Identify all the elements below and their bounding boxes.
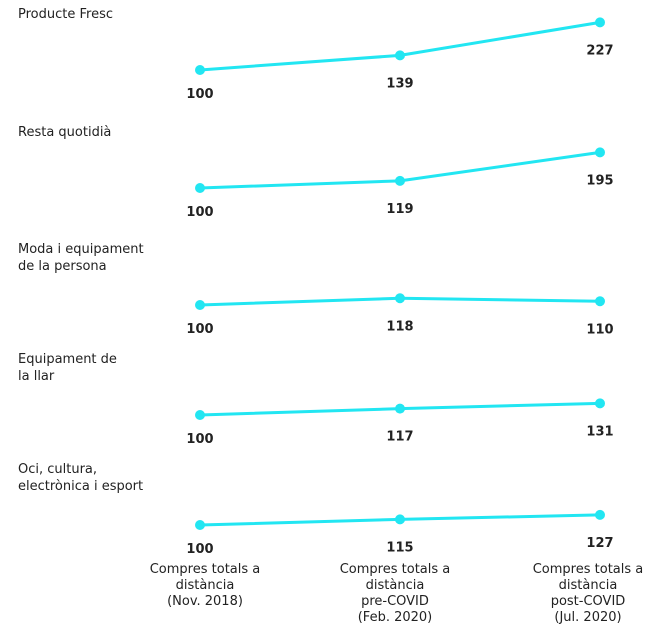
series-line-segment — [398, 513, 602, 521]
series-label: Oci, cultura, — [18, 462, 97, 477]
series-panel: Resta quotidià 100 119 195 — [18, 125, 614, 220]
series-line-segment — [198, 407, 402, 417]
series-panel: Moda i equipament de la persona 100 118 110 — [18, 242, 614, 337]
data-point — [595, 398, 605, 409]
series-label: Equipament de — [18, 352, 117, 367]
data-point — [195, 300, 205, 310]
data-point — [195, 520, 205, 530]
series-line-segment — [198, 179, 402, 190]
series-line-segment — [398, 401, 602, 411]
series-line-segment — [198, 53, 402, 72]
data-label: 100 — [186, 542, 213, 557]
data-point — [595, 147, 605, 158]
data-label: 227 — [586, 43, 613, 58]
data-point — [595, 17, 605, 28]
category-label: distància — [559, 578, 618, 593]
data-label: 139 — [386, 76, 413, 91]
data-point — [395, 293, 405, 304]
series-line-segment — [198, 517, 402, 527]
data-label: 131 — [586, 424, 613, 439]
category-label: pre-COVID — [361, 594, 429, 609]
series-label: Producte Fresc — [18, 7, 113, 22]
data-label: 127 — [586, 536, 613, 551]
series-label: la llar — [18, 369, 55, 384]
series-panel: Equipament de la llar 100 117 131 — [18, 352, 614, 447]
category-label: post-COVID — [551, 594, 626, 609]
category-label: (Nov. 2018) — [167, 594, 243, 609]
data-label: 100 — [186, 432, 213, 447]
data-label: 100 — [186, 322, 213, 337]
category-label: Compres totals a — [150, 562, 261, 577]
data-point — [595, 296, 605, 307]
category-label: (Jul. 2020) — [554, 610, 621, 625]
data-label: 100 — [186, 205, 213, 220]
data-point — [395, 514, 405, 525]
series-label: de la persona — [18, 259, 107, 274]
data-label: 100 — [186, 87, 213, 102]
series-line-segment — [398, 296, 602, 303]
data-point — [395, 175, 405, 186]
category-label: (Feb. 2020) — [358, 610, 433, 625]
data-label: 115 — [386, 540, 413, 555]
data-label: 118 — [386, 319, 413, 334]
data-label: 119 — [386, 202, 413, 217]
data-point — [195, 65, 205, 75]
data-point — [195, 410, 205, 420]
data-point — [395, 403, 405, 414]
data-label: 110 — [586, 322, 613, 337]
series-panel: Producte Fresc 100 139 227 — [18, 7, 614, 102]
data-point — [195, 183, 205, 193]
series-label: Moda i equipament — [18, 242, 144, 257]
series-line-segment — [398, 20, 602, 57]
category-label: Compres totals a — [533, 562, 644, 577]
series-line-segment — [398, 150, 602, 183]
data-label: 117 — [386, 430, 413, 445]
data-point — [395, 50, 405, 61]
series-panel: Oci, cultura, electrònica i esport 100 115 1… — [18, 462, 614, 557]
data-label: 195 — [586, 173, 613, 188]
series-label: Resta quotidià — [18, 125, 111, 140]
series-label: electrònica i esport — [18, 479, 143, 494]
series-line-segment — [198, 296, 402, 307]
data-point — [595, 509, 605, 520]
category-label: distància — [366, 578, 425, 593]
category-label: distància — [176, 578, 235, 593]
category-label: Compres totals a — [340, 562, 451, 577]
